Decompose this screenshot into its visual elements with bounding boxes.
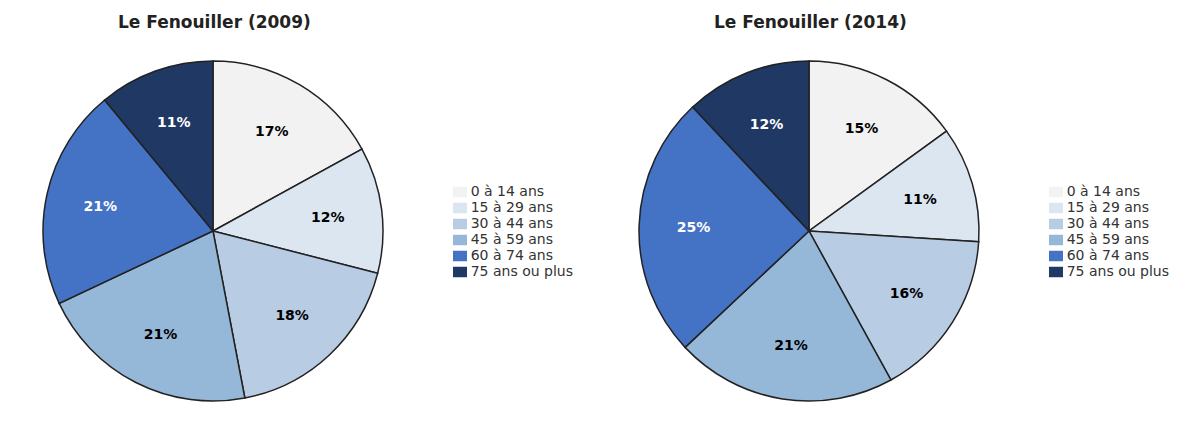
svg-text:21%: 21% (774, 337, 808, 353)
html-text:60 à 74 ans: 60 à 74 ans (1066, 247, 1149, 263)
svg-text:17%: 17% (255, 123, 289, 139)
svg-text:21%: 21% (83, 198, 117, 214)
html-text:60 à 74 ans: 60 à 74 ans (470, 247, 553, 263)
html-text:45 à 59 ans: 45 à 59 ans (1066, 231, 1149, 247)
svg-text:21%: 21% (144, 326, 178, 342)
html-text:45 à 59 ans: 45 à 59 ans (470, 231, 553, 247)
html-text:0 à 14 ans: 0 à 14 ans (1066, 183, 1141, 199)
svg-text:11%: 11% (157, 114, 191, 130)
html-text:30 à 44 ans: 30 à 44 ans (470, 215, 553, 231)
svg-text:12%: 12% (750, 116, 784, 132)
svg-text:11%: 11% (903, 191, 937, 207)
html-text:30 à 44 ans: 30 à 44 ans (1066, 215, 1149, 231)
html-text:75 ans ou plus: 75 ans ou plus (1066, 263, 1169, 279)
html-text:15 à 29 ans: 15 à 29 ans (470, 199, 553, 215)
html-text:75 ans ou plus: 75 ans ou plus (470, 263, 573, 279)
svg-text:25%: 25% (677, 219, 711, 235)
svg-text:18%: 18% (275, 307, 309, 323)
svg-text:15%: 15% (845, 120, 879, 136)
html-text:Le Fenouiller (2009): Le Fenouiller (2009) (118, 12, 311, 32)
svg-text:16%: 16% (890, 285, 924, 301)
svg-text:12%: 12% (311, 209, 345, 225)
html-text:Le Fenouiller (2014): Le Fenouiller (2014) (714, 12, 907, 32)
html-text:15 à 29 ans: 15 à 29 ans (1066, 199, 1149, 215)
html-text:0 à 14 ans: 0 à 14 ans (470, 183, 545, 199)
